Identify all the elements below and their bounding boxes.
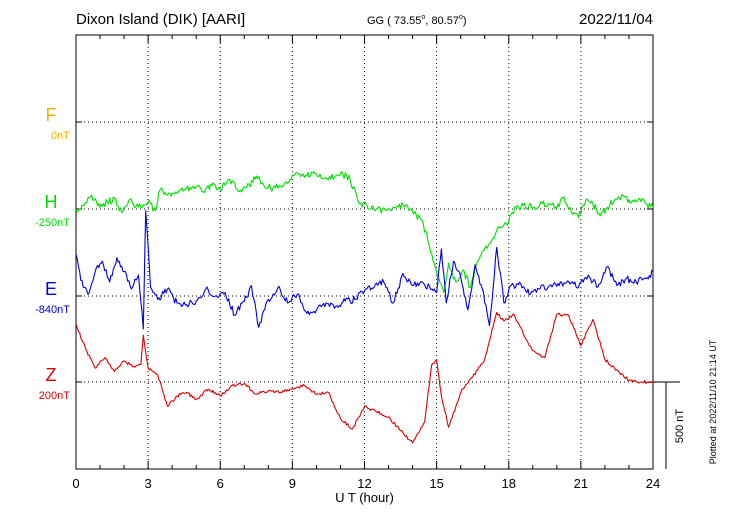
scale-bar: 500 nT	[653, 381, 686, 469]
trace-E	[75, 210, 654, 330]
x-axis-label: U T (hour)	[335, 490, 394, 505]
x-tick-labels: 0 3 6 9 12 15 18 21 24	[72, 476, 660, 491]
series-name-Z: Z	[46, 365, 57, 385]
degree-mark-2: o	[459, 14, 463, 21]
series-labels: F 0nT H -250nT E -840nT Z 200nT	[35, 105, 70, 402]
x-tick-label: 18	[502, 476, 516, 491]
coords-mid: , 80.57	[425, 15, 459, 27]
series-name-H: H	[45, 192, 58, 212]
series-baseline-F: 0nT	[51, 130, 70, 142]
axis-ticks	[75, 35, 654, 469]
series-name-F: F	[46, 105, 57, 125]
grid-lines	[76, 35, 653, 469]
x-tick-label: 15	[429, 476, 443, 491]
series-baseline-Z: 200nT	[39, 390, 70, 402]
coords-prefix: GG ( 73.55	[367, 15, 421, 27]
date-label: 2022/11/04	[579, 11, 653, 28]
degree-mark-1: o	[421, 14, 425, 21]
trace-Z	[75, 311, 654, 444]
series-baseline-H: -250nT	[35, 217, 70, 229]
x-tick-label: 12	[357, 476, 371, 491]
x-tick-label: 0	[72, 476, 79, 491]
traces	[75, 171, 654, 444]
station-title: Dixon Island (DIK) [AARI]	[76, 11, 245, 28]
coords-suffix: )	[463, 15, 467, 27]
scale-bar-label: 500 nT	[674, 409, 686, 444]
x-tick-label: 6	[217, 476, 224, 491]
series-baseline-E: -840nT	[35, 304, 70, 316]
coords-label: GG ( 73.55o, 80.57o)	[367, 14, 467, 27]
x-tick-label: 21	[574, 476, 588, 491]
x-tick-label: 3	[145, 476, 152, 491]
series-name-E: E	[45, 279, 57, 299]
x-tick-label: 24	[646, 476, 660, 491]
x-tick-label: 9	[289, 476, 296, 491]
trace-H	[75, 171, 654, 294]
plotted-note: Plotted at 2022/11/10 21:14 UT	[708, 339, 718, 464]
